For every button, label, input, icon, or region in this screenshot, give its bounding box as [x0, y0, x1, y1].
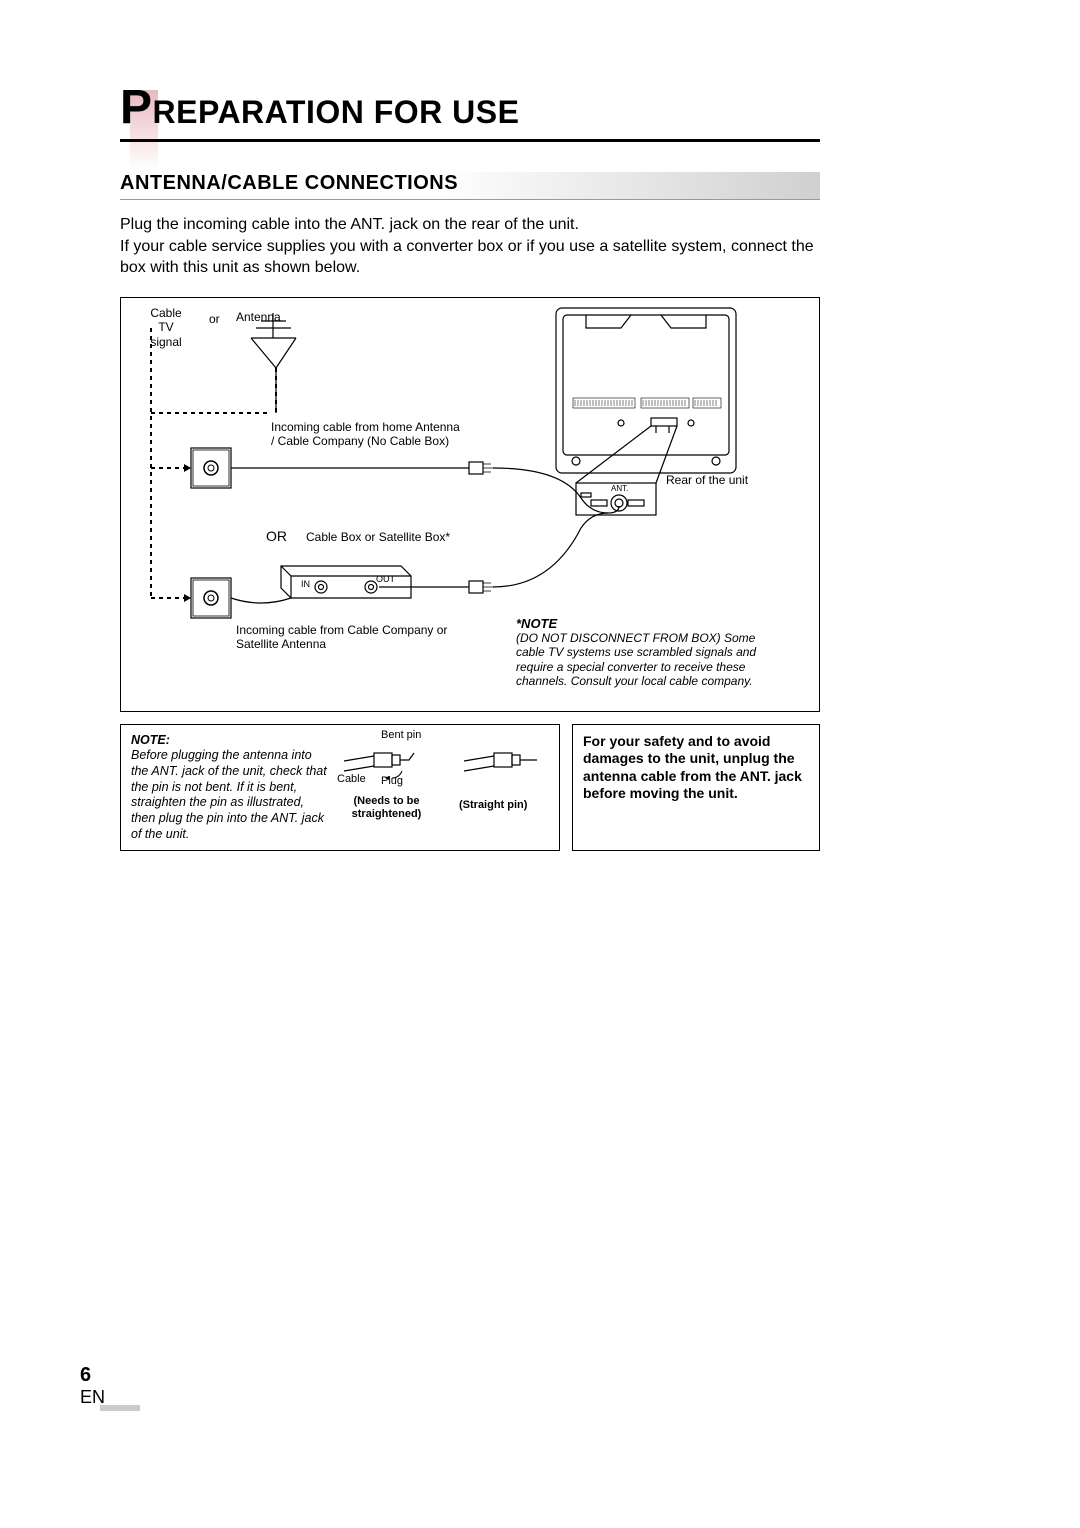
page-num-value: 6	[80, 1364, 91, 1386]
antenna-label: Antenna	[236, 310, 281, 324]
cable-signal-label: Cable TV signal	[141, 306, 191, 349]
straight-plug-icon	[464, 753, 537, 771]
box-out-label: OUT	[376, 574, 395, 585]
title-rest: REPARATION FOR USE	[153, 94, 520, 130]
diagram-note-head: *NOTE	[516, 616, 557, 632]
page-number: 6 EN	[80, 1364, 105, 1408]
antenna-icon	[251, 313, 296, 413]
page-content: PREPARATION FOR USE ANTENNA/CABLE CONNEC…	[120, 80, 940, 851]
cable-label: Cable	[337, 773, 366, 786]
note-left-text: NOTE: Before plugging the antenna into t…	[131, 733, 331, 842]
page-title: PREPARATION FOR USE	[120, 80, 940, 135]
cable-top-path	[231, 462, 581, 498]
coax-plug-bottom-icon	[469, 581, 493, 593]
wall-plate-top-icon	[191, 448, 231, 488]
or-small-label: or	[209, 312, 220, 326]
note-left-body: Before plugging the antenna into the ANT…	[131, 748, 327, 840]
title-initial: P	[120, 81, 153, 134]
cable-in-path	[231, 598, 291, 603]
page-number-bar	[100, 1405, 140, 1411]
safety-note-box: For your safety and to avoid damages to …	[572, 724, 820, 851]
plug-label: Plug	[381, 775, 403, 788]
signal-dashed-lines	[151, 328, 276, 598]
wall-plate-bottom-icon	[191, 578, 231, 618]
page-lang: EN	[80, 1387, 105, 1407]
note-row: NOTE: Before plugging the antenna into t…	[120, 724, 820, 851]
arrowheads-icon	[184, 464, 191, 602]
note-left-box: NOTE: Before plugging the antenna into t…	[120, 724, 560, 851]
cable-label-b: TV signal	[150, 320, 181, 348]
connection-diagram: Cable TV signal or Antenna Incoming cabl…	[120, 297, 820, 712]
straight-label: (Straight pin)	[459, 799, 527, 812]
coax-plug-top-icon	[469, 462, 493, 474]
bent-pin-label: Bent pin	[381, 729, 421, 742]
diagram-note-body: (DO NOT DISCONNECT FROM BOX) Some cable …	[516, 631, 766, 689]
rear-label: Rear of the unit	[666, 473, 748, 487]
ant-jack-label: ANT.	[611, 484, 628, 494]
note-plug-figures: Bent pin Cable Plug (Needs to be straigh…	[339, 733, 549, 842]
title-underline	[120, 139, 820, 142]
incoming-company-label: Incoming cable from Cable Company or Sat…	[236, 623, 466, 652]
cable-label-a: Cable	[150, 306, 181, 320]
box-in-label: IN	[301, 579, 310, 590]
section-header: ANTENNA/CABLE CONNECTIONS	[120, 172, 820, 200]
incoming-home-label: Incoming cable from home Antenna / Cable…	[271, 420, 461, 449]
merge-cable-path	[581, 498, 619, 528]
intro-paragraph: Plug the incoming cable into the ANT. ja…	[120, 214, 820, 279]
note-left-head: NOTE:	[131, 733, 170, 747]
needs-label: (Needs to be straightened)	[339, 795, 434, 821]
safety-note-body: For your safety and to avoid damages to …	[583, 733, 802, 802]
cable-box-label: Cable Box or Satellite Box*	[306, 530, 450, 544]
or-big-label: OR	[266, 528, 287, 545]
